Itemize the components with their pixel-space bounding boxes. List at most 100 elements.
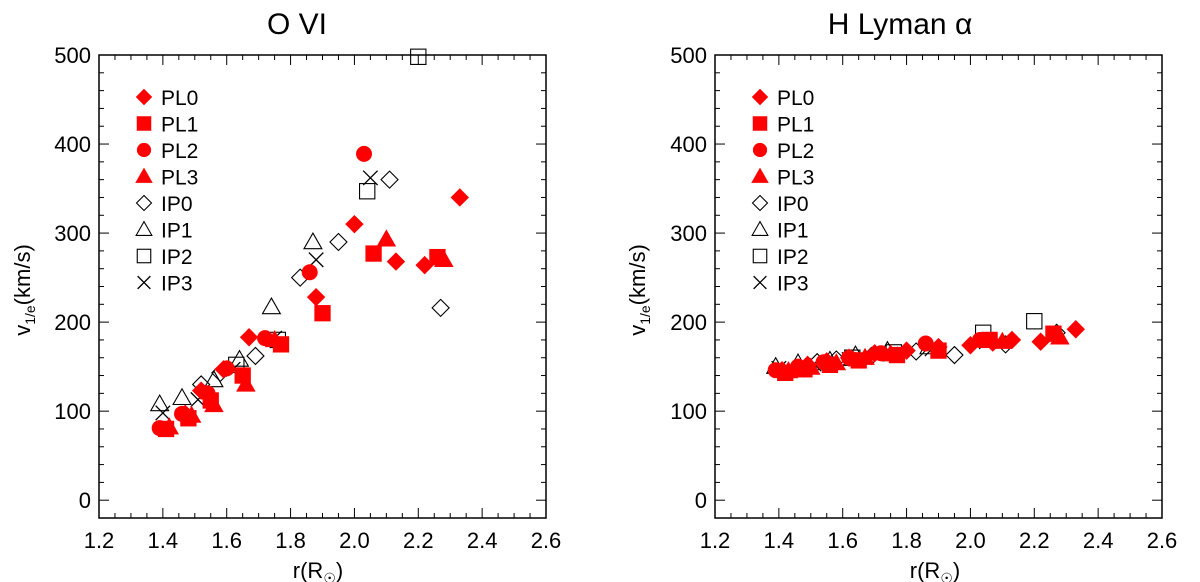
point-ip0 <box>945 345 964 365</box>
x-tick-label: 2.2 <box>1019 528 1050 553</box>
x-tick-label: 1.6 <box>827 528 858 553</box>
legend-item-ip0: IP0 <box>751 193 809 216</box>
legend-marker-pl2 <box>752 142 768 158</box>
legend-label: PL0 <box>777 87 814 110</box>
y-tick-label: 500 <box>670 43 707 68</box>
series-pl3 <box>778 327 1070 379</box>
point-pl0 <box>306 287 326 307</box>
point-pl3 <box>376 229 397 247</box>
y-tick-label: 200 <box>54 310 91 335</box>
legend-marker-pl3 <box>135 167 153 183</box>
legend-item-pl1: PL1 <box>136 114 198 137</box>
x-axis-label: r(R☉) <box>293 558 343 582</box>
point-pl3 <box>826 353 847 371</box>
point-ip1 <box>172 387 192 406</box>
legend: PL0 PL1 PL2 PL3 IP0 IP1 IP2 IP3 <box>751 87 814 296</box>
point-pl3 <box>880 344 901 362</box>
y-axis-label: v1/e(km/s) <box>625 244 653 336</box>
y-tick-label: 0 <box>79 488 91 513</box>
legend-marker-pl1 <box>752 116 768 131</box>
x-axis-label: r(R☉) <box>910 558 960 582</box>
point-pl3 <box>181 405 202 423</box>
x-tick-label: 1.6 <box>211 528 242 553</box>
chart-title: H Lyman α <box>828 8 973 41</box>
legend-marker-pl1 <box>136 116 152 131</box>
legend-item-ip1: IP1 <box>751 220 809 243</box>
series-pl2 <box>151 145 372 437</box>
point-pl2 <box>972 331 988 348</box>
point-pl0 <box>450 188 469 207</box>
point-pl2 <box>356 145 372 162</box>
point-pl1 <box>365 245 382 262</box>
point-pl3 <box>264 329 285 348</box>
legend-item-pl3: PL3 <box>751 167 814 190</box>
series-pl1 <box>157 245 446 438</box>
legend-item-pl2: PL2 <box>752 140 814 163</box>
legend-item-ip1: IP1 <box>135 220 193 243</box>
legend-marker-ip1 <box>751 220 769 236</box>
point-pl2 <box>301 264 318 281</box>
x-tick-label: 2.6 <box>531 528 562 553</box>
panel-ovi: O VI 1.2 1.4 1.6 1.8 2.0 2.2 2.4 2.6 0 100 200 300… <box>10 8 561 582</box>
point-ip0 <box>246 346 265 366</box>
y-tick-label: 300 <box>670 221 707 246</box>
legend-label: IP1 <box>161 220 193 243</box>
point-pl2 <box>199 385 216 402</box>
legend-item-ip2: IP2 <box>136 246 193 269</box>
y-tick-labels: 0 100 200 300 400 500 <box>670 43 707 513</box>
point-pl2 <box>767 362 784 379</box>
y-tick-label: 0 <box>695 488 707 513</box>
legend-marker-ip3 <box>137 275 151 290</box>
series-ip2 <box>228 48 427 374</box>
legend-label: IP2 <box>161 246 193 269</box>
legend-label: PL2 <box>777 140 814 163</box>
legend-item-pl3: PL3 <box>135 167 198 190</box>
point-pl3 <box>855 347 875 365</box>
data-points <box>149 48 469 438</box>
y-tick-label: 500 <box>54 43 91 68</box>
point-ip0 <box>380 170 399 189</box>
point-pl3 <box>204 394 224 413</box>
point-pl3 <box>1050 327 1070 345</box>
chart-title: O VI <box>267 8 327 41</box>
series-pl2 <box>767 331 988 379</box>
point-pl2 <box>815 354 832 371</box>
legend: PL0 PL1 PL2 PL3 IP0 IP1 IP2 IP3 <box>135 87 198 296</box>
point-pl3 <box>159 417 180 435</box>
legend-marker-ip3 <box>753 275 767 290</box>
legend-marker-ip0 <box>135 194 153 212</box>
series-ip1 <box>149 231 323 412</box>
point-pl3 <box>800 357 821 375</box>
point-ip1 <box>261 296 282 315</box>
x-tick-label: 2.0 <box>339 528 370 553</box>
data-points <box>765 313 1085 382</box>
y-tick-label: 400 <box>670 132 707 157</box>
point-pl1 <box>314 305 331 322</box>
point-pl3 <box>434 249 454 267</box>
legend-item-pl2: PL2 <box>136 140 198 163</box>
point-ip1 <box>204 369 224 388</box>
legend-item-ip3: IP3 <box>753 273 809 296</box>
point-pl2 <box>218 360 235 377</box>
legend-marker-ip2 <box>752 248 768 264</box>
legend-label: IP1 <box>777 220 809 243</box>
legend-item-pl0: PL0 <box>135 87 198 110</box>
legend-label: IP3 <box>161 273 193 296</box>
point-ip3 <box>155 405 171 421</box>
point-ip1 <box>303 231 323 250</box>
legend-marker-pl0 <box>135 88 153 106</box>
legend-label: PL1 <box>161 114 198 137</box>
x-tick-label: 2.6 <box>1147 528 1178 553</box>
point-pl2 <box>841 349 858 366</box>
x-tick-label: 1.4 <box>148 528 179 553</box>
y-tick-label: 100 <box>670 399 707 424</box>
point-pl0 <box>345 214 364 234</box>
legend-marker-pl0 <box>751 88 769 106</box>
series-pl3 <box>159 229 454 435</box>
x-tick-label: 1.2 <box>84 528 115 553</box>
y-tick-labels: 0 100 200 300 400 500 <box>54 43 91 513</box>
point-pl3 <box>992 331 1013 349</box>
point-pl1 <box>930 342 947 359</box>
legend-marker-ip2 <box>136 248 152 264</box>
legend-item-ip0: IP0 <box>135 193 193 216</box>
